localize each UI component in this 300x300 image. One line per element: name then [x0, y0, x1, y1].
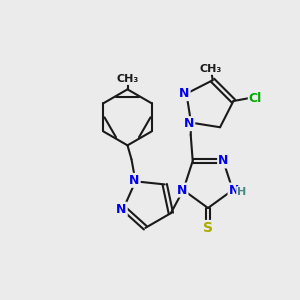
Text: CH₃: CH₃	[116, 74, 139, 84]
Text: N: N	[184, 117, 194, 130]
Text: N: N	[116, 203, 127, 216]
Text: N: N	[129, 174, 140, 187]
Text: Cl: Cl	[249, 92, 262, 105]
Text: H: H	[237, 187, 246, 197]
Text: N: N	[179, 87, 190, 100]
Text: CH₃: CH₃	[200, 64, 222, 74]
Text: N: N	[218, 154, 229, 167]
Text: N: N	[229, 184, 239, 196]
Text: S: S	[203, 221, 213, 235]
Text: N: N	[177, 184, 188, 196]
